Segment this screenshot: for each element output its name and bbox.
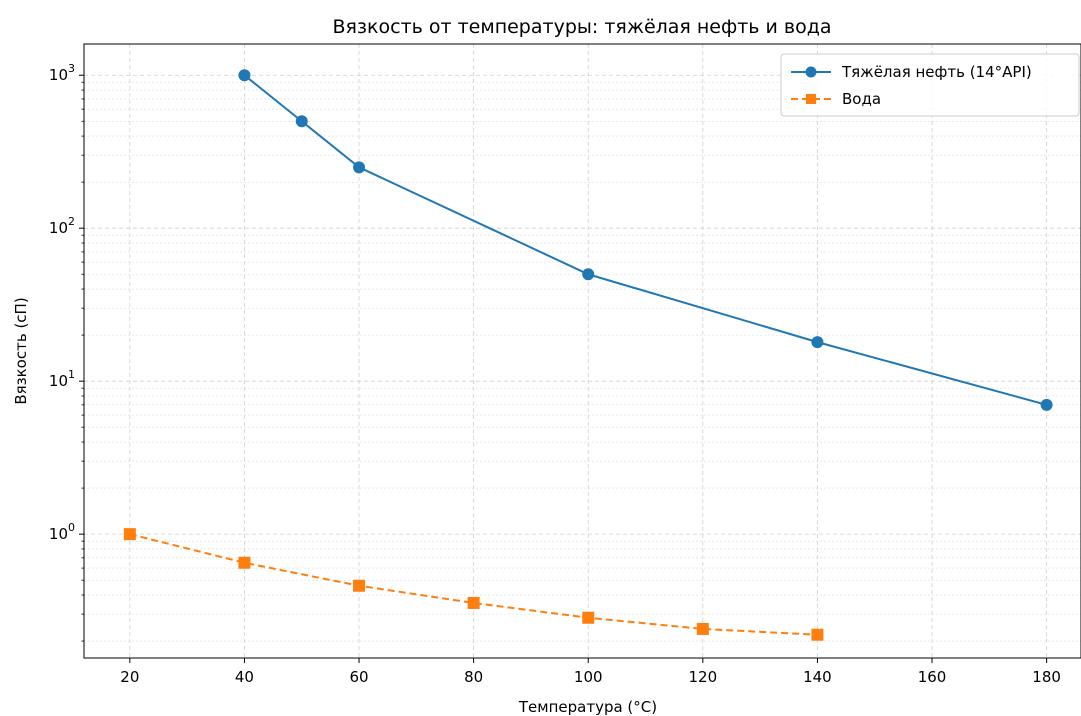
- x-tick-label: 80: [464, 668, 483, 686]
- series-layer: [123, 69, 1053, 641]
- legend-marker-oil: [805, 66, 817, 78]
- legend-box: [780, 53, 1080, 117]
- legend-label-water: Вода: [842, 90, 881, 108]
- data-point: [238, 69, 251, 82]
- x-tick-label: 140: [803, 668, 832, 686]
- data-point: [811, 336, 824, 349]
- chart-title: Вязкость от температуры: тяжёлая нефть и…: [332, 16, 831, 38]
- x-tick-label: 120: [689, 668, 718, 686]
- data-point: [353, 579, 366, 592]
- x-tick-label: 160: [918, 668, 947, 686]
- x-tick-label: 180: [1032, 668, 1061, 686]
- legend: Тяжёлая нефть (14°API) Вода: [780, 53, 1080, 117]
- y-axis-label: Вязкость (сП): [12, 297, 30, 404]
- y-tick-label: 102: [49, 215, 75, 237]
- data-point: [811, 628, 824, 641]
- data-point: [696, 622, 709, 635]
- data-point: [353, 161, 366, 174]
- data-point: [467, 596, 480, 609]
- data-point: [582, 268, 595, 281]
- plot-frame: [83, 43, 1081, 659]
- legend-label-oil: Тяжёлая нефть (14°API): [841, 63, 1032, 81]
- data-point: [238, 556, 251, 569]
- data-point: [582, 611, 595, 624]
- x-tick-label: 40: [235, 668, 254, 686]
- data-point: [1040, 398, 1053, 411]
- y-tick-exponent: 2: [68, 215, 75, 228]
- x-tick-label: 20: [120, 668, 139, 686]
- y-tick-label: 100: [49, 521, 75, 543]
- y-tick-exponent: 0: [68, 521, 75, 534]
- y-tick-label: 101: [49, 368, 75, 390]
- series-line-0: [243, 74, 1047, 406]
- y-tick-label: 103: [49, 62, 75, 84]
- data-point: [123, 528, 136, 541]
- grid-layer: [84, 44, 1081, 658]
- x-tick-label: 60: [349, 668, 368, 686]
- y-tick-exponent: 3: [68, 62, 75, 75]
- x-tick-label: 100: [574, 668, 603, 686]
- legend-marker-water: [806, 94, 816, 104]
- y-tick-exponent: 1: [68, 368, 75, 381]
- data-point: [295, 115, 308, 128]
- x-axis-label: Температура (°C): [518, 698, 657, 716]
